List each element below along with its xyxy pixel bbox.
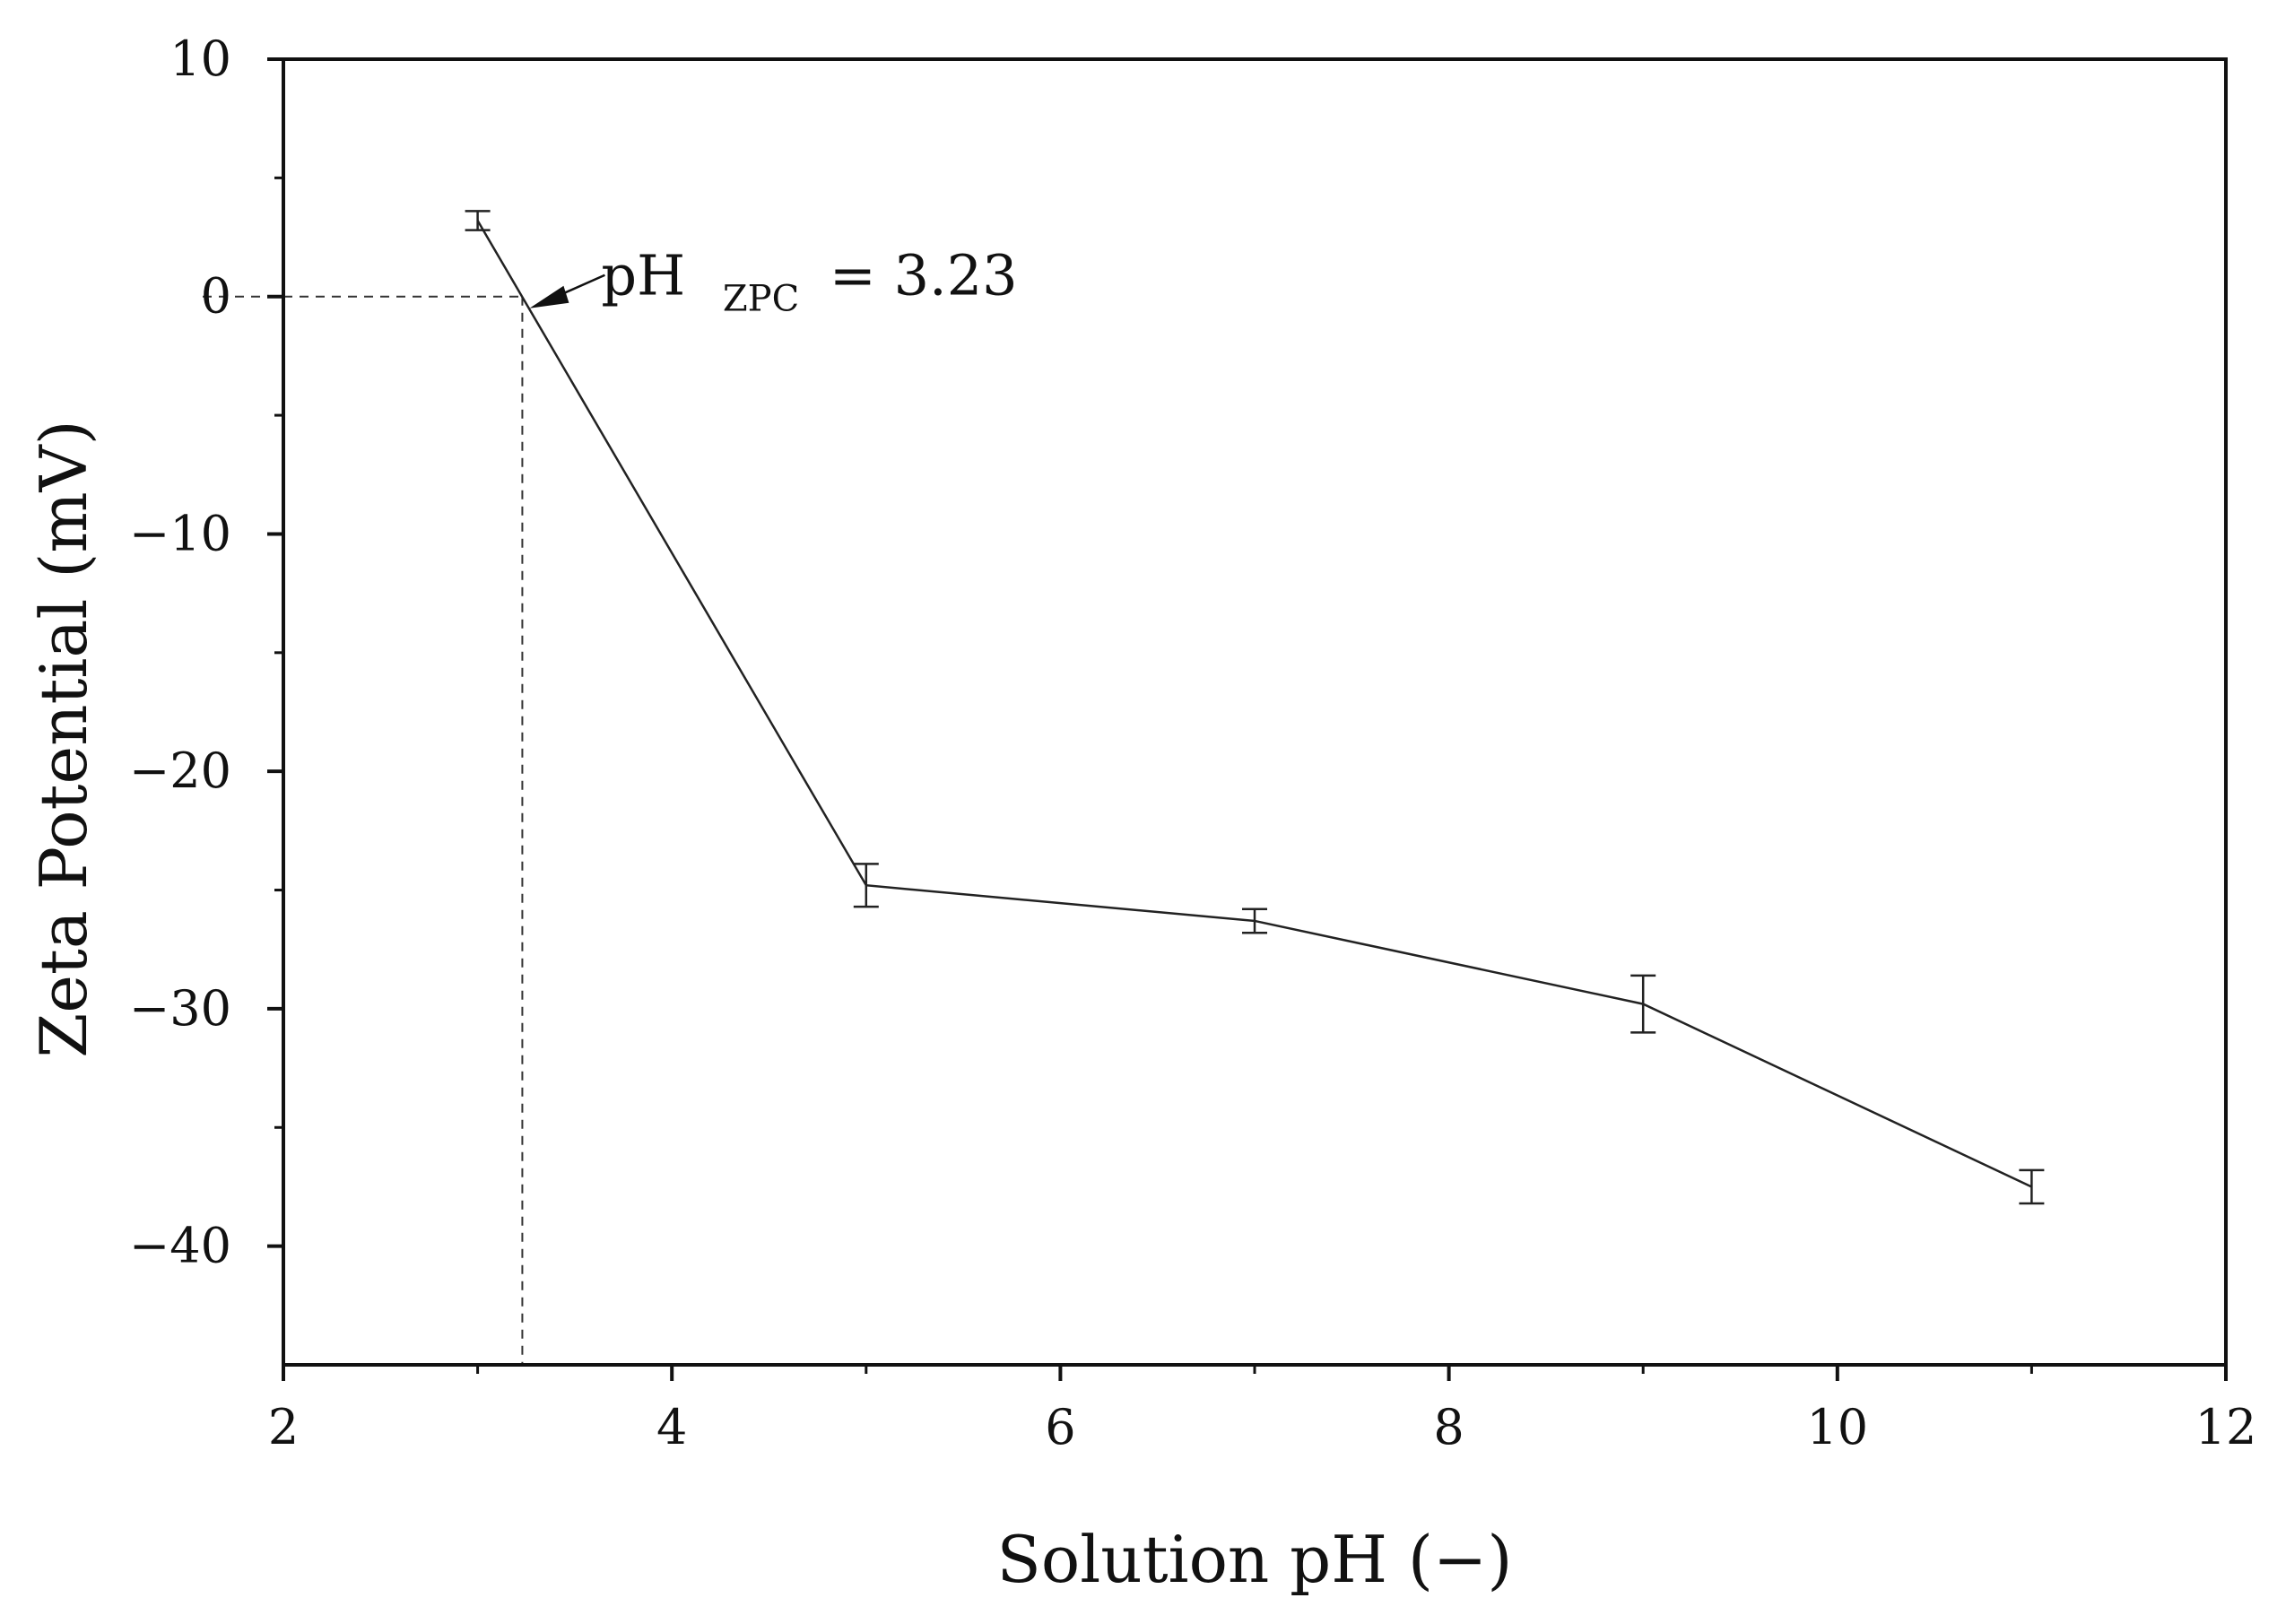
y-axis-title: Zeta Potential (mV) <box>26 420 101 1057</box>
y-tick-label: −30 <box>129 980 231 1037</box>
series-line <box>476 220 2032 1188</box>
x-tick-label: 12 <box>2195 1399 2257 1455</box>
y-tick-label: −40 <box>129 1218 231 1274</box>
ticks-layer: 2 4 6 8 10 12 10 0 −10 −20 −30 −40 <box>129 30 2256 1455</box>
x-tick-label: 4 <box>656 1399 687 1455</box>
annotation-layer: pH ZPC = 3.23 <box>529 243 1018 325</box>
zpc-arrowhead <box>529 285 569 308</box>
zpc-annotation-prefix: pH <box>601 243 685 308</box>
y-tick-label: −20 <box>129 743 231 799</box>
zpc-annotation: pH ZPC = 3.23 <box>601 243 1017 325</box>
plot-frame <box>282 57 2228 1367</box>
y-tick-label: 0 <box>201 268 231 325</box>
series-layer <box>465 210 2045 1205</box>
x-axis-title: Solution pH (−) <box>997 1522 1513 1597</box>
axes-layer <box>282 57 2228 1367</box>
zpc-annotation-suffix: = 3.23 <box>830 243 1018 308</box>
guides-layer <box>203 295 524 1365</box>
x-tick-label: 6 <box>1045 1399 1075 1455</box>
zpc-annotation-subscript: ZPC <box>723 279 799 320</box>
y-tick-label: 10 <box>169 30 231 87</box>
labels-layer: Solution pH (−) Zeta Potential (mV) <box>26 420 1512 1597</box>
x-tick-label: 10 <box>1806 1399 1868 1455</box>
y-tick-label: −10 <box>129 505 231 561</box>
x-tick-label: 2 <box>268 1399 299 1455</box>
x-tick-label: 8 <box>1433 1399 1464 1455</box>
